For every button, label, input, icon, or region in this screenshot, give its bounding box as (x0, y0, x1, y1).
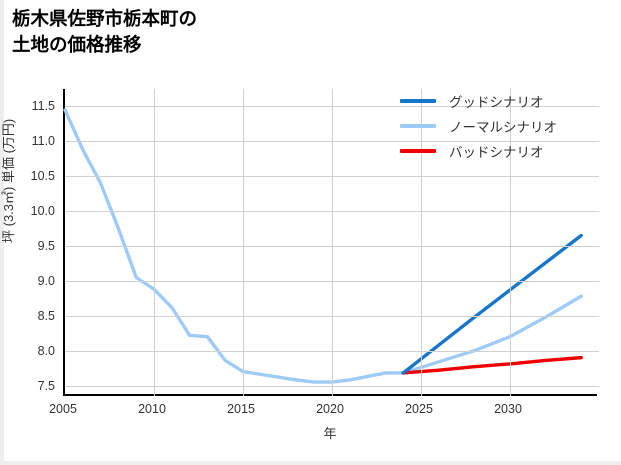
figure-border-left (0, 0, 4, 465)
chart-title: 栃木県佐野市栃本町の 土地の価格推移 (12, 8, 198, 56)
gridline-vertical (154, 89, 155, 396)
legend-item-label: バッドシナリオ (449, 144, 544, 160)
x-axis-label: 年 (323, 426, 337, 441)
chart-legend: グッドシナリオ ノーマルシナリオ バッドシナリオ (400, 88, 610, 163)
y-tick-label: 11.5 (31, 99, 55, 114)
y-tick-label: 9.0 (37, 273, 55, 288)
x-tick-label: 2010 (138, 402, 166, 416)
x-tick-label: 2025 (405, 402, 433, 416)
legend-item[interactable]: バッドシナリオ (400, 138, 610, 163)
y-tick-label: 10.0 (30, 204, 55, 219)
legend-item[interactable]: ノーマルシナリオ (400, 113, 610, 138)
y-axis-tick-labels: 7.5 8.0 8.5 9.0 9.5 10.0 10.5 11.0 11.5 (0, 0, 63, 465)
legend-item[interactable]: グッドシナリオ (400, 88, 610, 113)
gridline-vertical (332, 89, 333, 396)
x-tick-label: 2020 (316, 402, 344, 416)
gridline-vertical (421, 89, 422, 396)
series-line (401, 355, 583, 375)
y-tick-label: 10.5 (30, 169, 55, 184)
legend-color-swatch (400, 98, 436, 103)
legend-item-label: グッドシナリオ (449, 94, 544, 110)
legend-color-swatch (400, 123, 436, 128)
gridline-vertical (510, 89, 511, 396)
x-tick-label: 2005 (49, 402, 77, 416)
x-tick-label: 2030 (494, 402, 522, 416)
x-tick-label: 2015 (227, 402, 255, 416)
data-series-layer (63, 108, 583, 384)
y-tick-label: 11.0 (31, 134, 55, 149)
legend-color-swatch (400, 148, 436, 153)
legend-item-label: ノーマルシナリオ (449, 119, 557, 135)
figure-border-bottom (0, 461, 621, 465)
plot-area (63, 89, 599, 396)
y-tick-label: 9.5 (37, 238, 55, 253)
y-tick-label: 8.5 (37, 308, 55, 323)
gridline-vertical (243, 89, 244, 396)
series-line (63, 108, 583, 384)
series-line (401, 233, 583, 375)
y-tick-label: 8.0 (37, 343, 55, 358)
y-axis-label: 坪 (3.3㎡) 単価 (万円) (1, 118, 16, 243)
y-tick-label: 7.5 (37, 378, 55, 393)
